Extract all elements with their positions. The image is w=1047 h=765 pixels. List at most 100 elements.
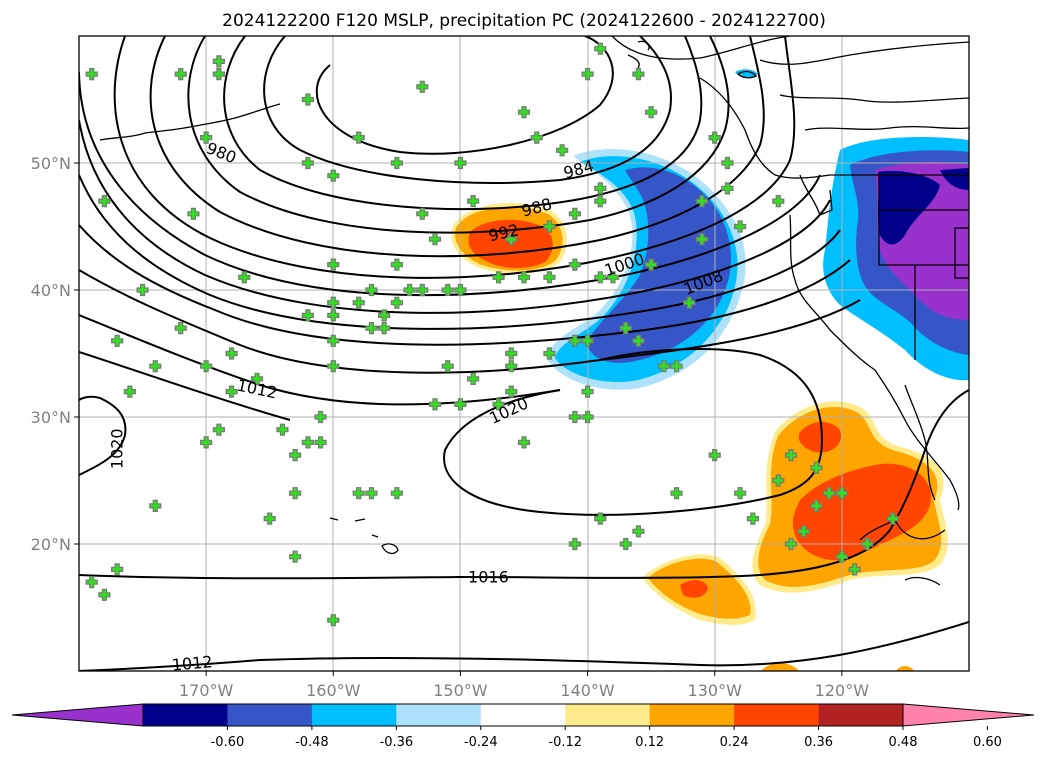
- station-marker: [810, 461, 823, 474]
- station-marker: [98, 195, 111, 208]
- station-marker: [200, 436, 213, 449]
- station-marker: [174, 68, 187, 81]
- colorbar-swatch: [227, 704, 313, 726]
- station-marker: [327, 169, 340, 182]
- station-marker: [212, 68, 225, 81]
- isobar-label: 1012: [171, 652, 213, 674]
- station-marker: [365, 322, 378, 335]
- station-marker: [301, 436, 314, 449]
- station-marker: [123, 385, 136, 398]
- station-marker: [670, 487, 683, 500]
- station-marker: [568, 410, 581, 424]
- station-marker: [568, 207, 581, 220]
- station-marker: [594, 271, 607, 284]
- station-marker: [492, 398, 505, 411]
- station-marker: [721, 182, 734, 195]
- station-marker: [250, 372, 264, 385]
- station-marker: [467, 195, 480, 208]
- station-marker: [594, 195, 607, 208]
- colorbar-swatch: [480, 704, 566, 726]
- station-marker: [212, 423, 225, 436]
- colorbar-swatch: [818, 704, 904, 726]
- chart-title: 2024122200 F120 MSLP, precipitation PC (…: [222, 11, 826, 31]
- station-marker: [200, 360, 213, 373]
- colorbar-tick-label: -0.60: [211, 735, 245, 750]
- station-marker: [594, 512, 607, 525]
- station-marker: [454, 283, 467, 297]
- station-marker: [505, 233, 518, 246]
- station-marker: [352, 131, 365, 144]
- station-marker: [301, 156, 314, 170]
- station-marker: [378, 322, 391, 335]
- station-marker: [327, 334, 340, 347]
- colorbar-tick-label: -0.48: [295, 735, 329, 750]
- station-marker: [505, 347, 518, 360]
- station-marker: [390, 156, 403, 170]
- station-marker: [543, 347, 556, 360]
- station-marker: [327, 614, 340, 627]
- station-marker: [136, 283, 149, 297]
- station-marker: [289, 449, 302, 462]
- station-marker: [708, 449, 721, 462]
- station-marker: [645, 106, 658, 119]
- station-marker: [505, 385, 518, 398]
- station-marker: [772, 474, 785, 487]
- station-marker: [85, 576, 98, 589]
- colorbar-frame: [142, 703, 904, 727]
- colorbar-swatch: [649, 704, 735, 726]
- longitude-axis: 170°W 160°W 150°W 140°W 130°W 120°W: [179, 671, 869, 700]
- station-marker: [441, 283, 454, 297]
- station-marker: [98, 588, 111, 601]
- station-marker: [568, 537, 581, 551]
- lat-tick-label: 30°N: [31, 408, 71, 427]
- isobar-label: 1016: [468, 568, 509, 587]
- station-marker: [314, 410, 327, 424]
- station-marker: [797, 525, 810, 538]
- station-marker: [365, 283, 378, 297]
- station-marker: [619, 322, 632, 335]
- station-markers: [85, 42, 899, 627]
- station-marker: [517, 106, 531, 119]
- station-marker: [784, 449, 798, 462]
- station-marker: [301, 93, 314, 106]
- station-marker: [390, 258, 403, 271]
- station-marker: [416, 283, 429, 297]
- lon-tick-label: 170°W: [179, 681, 234, 700]
- station-marker: [886, 512, 899, 525]
- station-marker: [848, 563, 861, 576]
- station-marker: [530, 131, 543, 144]
- station-marker: [85, 68, 98, 81]
- station-marker: [276, 423, 289, 436]
- station-marker: [225, 347, 238, 360]
- lon-tick-label: 160°W: [306, 681, 361, 700]
- station-marker: [632, 334, 645, 347]
- station-marker: [568, 334, 581, 347]
- isobar-contours: [79, 36, 969, 671]
- colorbar: -0.60 -0.48 -0.36 -0.24 -0.12 0.12 0.24 0.36 0.4…: [11, 703, 1035, 750]
- colorbar-tick-label: 0.12: [635, 735, 664, 750]
- station-marker: [454, 398, 467, 411]
- colorbar-swatch: [565, 704, 651, 726]
- station-marker: [352, 296, 365, 309]
- station-marker: [505, 360, 518, 373]
- station-marker: [746, 512, 759, 525]
- colorbar-tick-label: -0.36: [380, 735, 414, 750]
- station-marker: [734, 220, 747, 233]
- station-marker: [721, 156, 734, 170]
- station-marker: [581, 385, 594, 398]
- latitude-axis: 20°N 30°N 40°N 50°N: [31, 154, 79, 554]
- station-marker: [467, 372, 480, 385]
- station-marker: [187, 207, 200, 220]
- station-marker: [327, 258, 340, 271]
- station-marker: [200, 131, 213, 144]
- station-marker: [734, 487, 747, 500]
- station-marker: [810, 499, 823, 512]
- station-marker: [568, 258, 581, 271]
- station-marker: [708, 131, 721, 144]
- station-marker: [492, 271, 505, 284]
- station-marker: [517, 436, 531, 449]
- colorbar-tick-label: 0.24: [720, 735, 749, 750]
- station-marker: [441, 360, 454, 373]
- colorbar-tick-label: 0.60: [973, 735, 1002, 750]
